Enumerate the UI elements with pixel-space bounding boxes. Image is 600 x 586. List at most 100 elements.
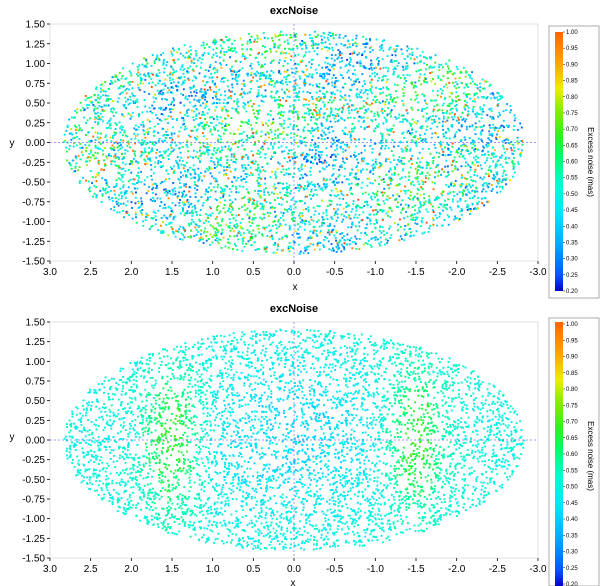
data-point xyxy=(369,169,372,172)
data-point xyxy=(379,92,382,95)
data-point xyxy=(426,210,429,213)
data-point xyxy=(283,194,286,196)
data-point xyxy=(194,50,197,52)
data-point xyxy=(179,142,182,145)
data-point xyxy=(183,214,186,217)
data-point xyxy=(356,88,359,91)
data-point xyxy=(145,192,148,195)
data-point xyxy=(161,181,164,183)
data-point xyxy=(386,232,388,235)
data-point xyxy=(402,162,404,165)
data-point xyxy=(405,233,408,236)
data-point xyxy=(317,43,320,46)
data-point xyxy=(277,98,279,101)
data-point xyxy=(385,173,388,176)
data-point xyxy=(335,139,338,142)
data-point xyxy=(207,153,210,156)
data-point xyxy=(440,203,443,206)
data-point xyxy=(288,250,291,253)
data-point xyxy=(403,136,406,139)
data-point xyxy=(375,58,378,61)
data-point xyxy=(385,66,388,69)
data-point xyxy=(125,196,127,199)
data-point xyxy=(308,148,311,151)
data-point xyxy=(413,195,416,198)
data-point xyxy=(256,179,259,182)
data-point xyxy=(272,251,275,254)
data-point xyxy=(222,192,225,195)
data-point xyxy=(342,37,345,39)
data-point xyxy=(236,82,239,85)
data-point xyxy=(170,103,173,106)
data-point xyxy=(413,99,416,101)
data-point xyxy=(376,190,379,193)
data-point xyxy=(374,142,377,145)
data-point xyxy=(264,50,267,53)
data-point xyxy=(243,164,246,166)
data-point xyxy=(301,47,303,50)
data-point xyxy=(334,77,337,79)
data-point xyxy=(315,97,318,100)
data-point xyxy=(272,71,275,74)
data-point xyxy=(368,213,371,216)
data-point xyxy=(451,170,454,173)
data-point xyxy=(465,118,468,121)
data-point xyxy=(369,196,372,199)
data-point xyxy=(317,95,320,98)
data-point xyxy=(163,214,166,217)
data-point xyxy=(304,173,307,176)
data-point xyxy=(353,117,356,120)
data-point xyxy=(339,98,342,101)
data-point xyxy=(418,183,421,186)
data-point xyxy=(195,223,198,226)
data-point xyxy=(425,164,428,167)
data-point xyxy=(387,210,390,213)
data-point xyxy=(96,101,99,104)
data-point xyxy=(268,83,271,86)
data-point xyxy=(167,154,170,157)
data-point xyxy=(219,51,222,54)
data-point xyxy=(369,38,371,40)
data-point xyxy=(264,46,266,48)
data-point xyxy=(278,133,281,135)
data-point xyxy=(421,188,424,190)
data-point xyxy=(137,71,140,74)
data-point xyxy=(212,161,215,164)
data-point xyxy=(450,164,453,166)
data-point xyxy=(111,200,114,202)
data-point xyxy=(377,115,380,118)
data-point xyxy=(209,116,212,119)
data-point xyxy=(227,145,230,148)
data-point xyxy=(103,168,105,171)
data-point xyxy=(494,176,497,179)
data-point xyxy=(491,177,494,180)
data-point xyxy=(294,187,297,189)
data-point xyxy=(252,202,254,205)
data-point xyxy=(326,154,328,157)
data-point xyxy=(465,71,468,74)
data-point xyxy=(464,75,467,78)
data-point xyxy=(369,171,372,174)
data-point xyxy=(280,133,283,135)
data-point xyxy=(221,77,223,80)
data-point xyxy=(290,189,293,192)
data-point xyxy=(465,94,468,97)
data-point xyxy=(220,190,222,193)
data-point xyxy=(491,146,494,149)
data-point xyxy=(326,66,329,68)
data-point xyxy=(294,157,296,159)
data-point xyxy=(343,215,346,218)
data-point xyxy=(360,96,363,99)
data-point xyxy=(254,168,257,171)
data-point xyxy=(221,188,224,191)
data-point xyxy=(170,151,173,153)
data-point xyxy=(149,150,152,153)
data-point xyxy=(207,69,210,72)
data-point xyxy=(198,101,200,103)
data-point xyxy=(250,233,253,235)
data-point xyxy=(265,122,267,125)
data-point xyxy=(370,195,373,198)
data-point xyxy=(370,84,373,87)
data-point xyxy=(191,79,194,82)
data-point xyxy=(395,205,398,208)
